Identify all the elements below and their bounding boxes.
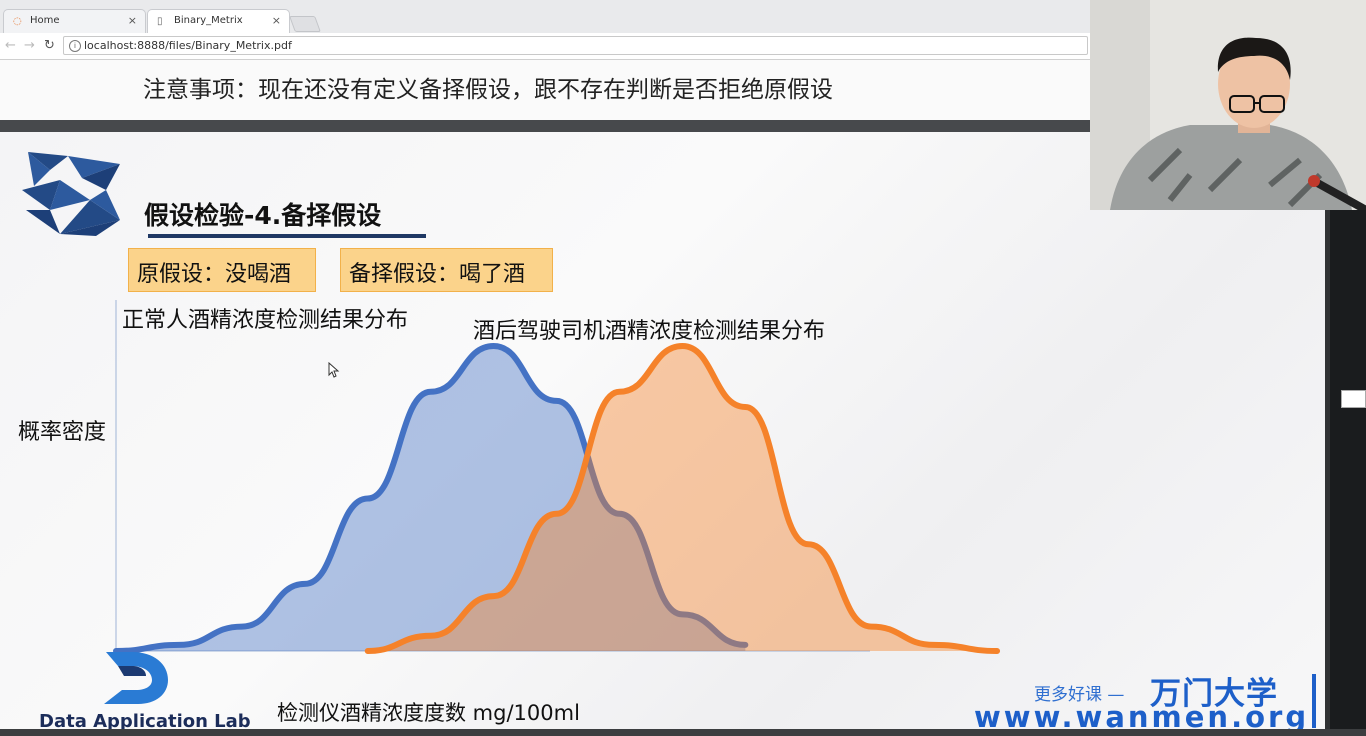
tab-binary-metrix[interactable]: ▯ Binary_Metrix ×: [147, 9, 290, 33]
url-text: localhost:8888/files/Binary_Metrix.pdf: [84, 39, 292, 52]
x-axis-label: 检测仪酒精浓度度数 mg/100ml: [277, 701, 580, 725]
series-2-curve: [364, 342, 1001, 654]
browser-toolbar: ← → ↻ i localhost:8888/files/Binary_Metr…: [0, 33, 1090, 60]
side-toggle-button[interactable]: [1341, 390, 1366, 408]
lab-name: Data Application Lab: [39, 711, 251, 732]
tab-home-label: Home: [30, 15, 60, 26]
dal-logo-icon: [104, 652, 168, 704]
brand-divider: [1312, 674, 1316, 728]
notice-text: 注意事项：现在还没有定义备择假设，跟不存在判断是否拒绝原假设: [143, 77, 833, 103]
drunk-distribution-label: 酒后驾驶司机酒精浓度检测结果分布: [473, 319, 826, 344]
webcam-video: [1090, 0, 1366, 210]
mouse-cursor-icon: [328, 362, 340, 378]
brand-url: www.wanmen.org: [974, 700, 1310, 734]
slide-border: [1325, 210, 1330, 736]
brand-name: 万门大学: [1150, 676, 1278, 712]
tab-binary-metrix-label: Binary_Metrix: [174, 15, 243, 26]
browser-tab-bar: ◌ Home × ▯ Binary_Metrix ×: [0, 0, 1090, 33]
jupyter-icon: ◌: [13, 16, 22, 27]
slide: [0, 132, 1328, 736]
title-underline: [148, 234, 426, 238]
page-divider: [0, 120, 1090, 132]
null-hypothesis-tag: 原假设：没喝酒: [128, 248, 316, 292]
series-1-curve: [113, 342, 749, 654]
presenter-image: [1090, 0, 1366, 210]
brand-slogan: 更多好课 —: [1034, 685, 1125, 705]
reload-icon[interactable]: ↻: [44, 38, 55, 53]
series-2-area: [367, 346, 998, 651]
pdf-page-top: [0, 60, 1090, 120]
lab-logo-icon: [22, 152, 120, 236]
close-icon[interactable]: ×: [127, 14, 137, 27]
viewer-side-panel: [1330, 210, 1366, 736]
normal-distribution-label: 正常人酒精浓度检测结果分布: [122, 308, 409, 333]
bottom-bar: [0, 729, 1366, 736]
document-icon: ▯: [157, 16, 163, 27]
address-bar[interactable]: i localhost:8888/files/Binary_Metrix.pdf: [63, 36, 1088, 55]
alt-hypothesis-tag: 备择假设：喝了酒: [340, 248, 553, 292]
back-icon[interactable]: ←: [5, 38, 16, 53]
series-1-area: [116, 346, 746, 651]
slide-title: 假设检验-4.备择假设: [144, 201, 382, 230]
forward-icon[interactable]: →: [24, 38, 35, 53]
y-axis-label: 概率密度: [18, 420, 107, 445]
tab-home[interactable]: ◌ Home ×: [3, 9, 146, 33]
info-icon[interactable]: i: [69, 40, 81, 52]
close-icon[interactable]: ×: [271, 14, 281, 27]
